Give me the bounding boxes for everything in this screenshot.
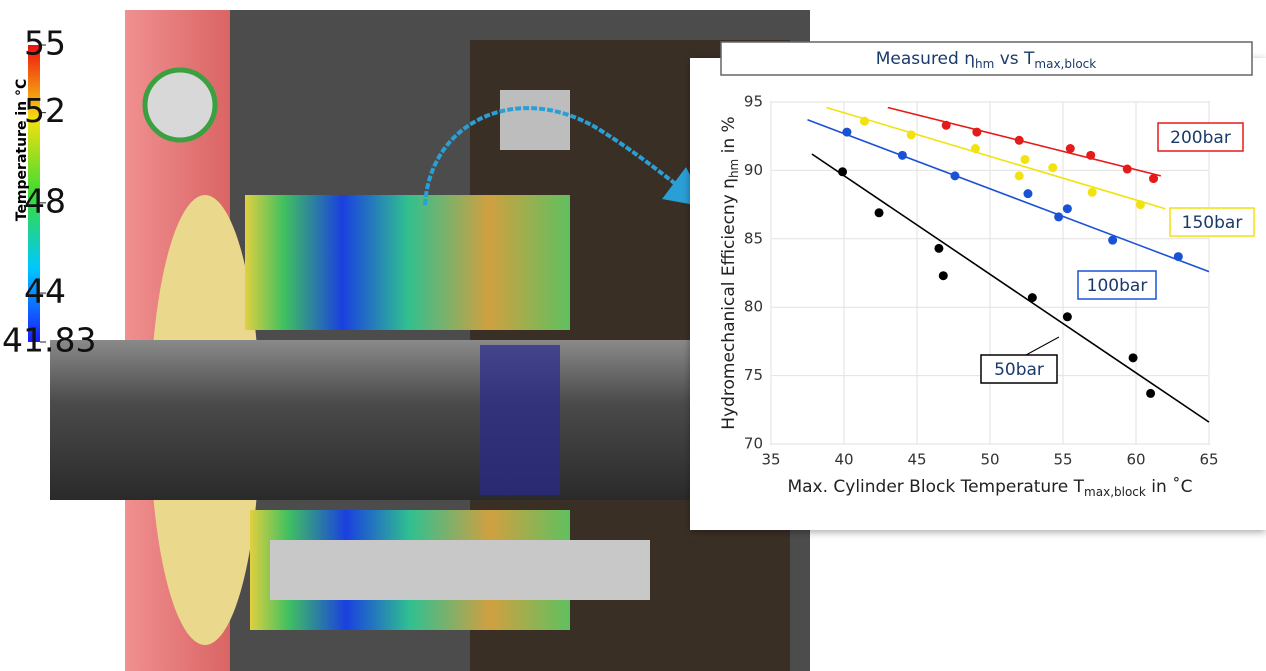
y-tick-label: 75 xyxy=(744,366,763,384)
point xyxy=(1146,389,1155,398)
y-tick-label: 80 xyxy=(744,298,763,316)
point xyxy=(971,144,980,153)
point xyxy=(1108,236,1117,245)
point xyxy=(1048,163,1057,172)
piston xyxy=(270,540,650,600)
point xyxy=(875,208,884,217)
colorbar-tick-label: 48 xyxy=(24,181,66,220)
cylinder-block xyxy=(245,195,570,330)
point xyxy=(898,151,907,160)
y-tick-label: 70 xyxy=(744,435,763,453)
x-tick-label: 45 xyxy=(907,451,926,469)
shaft-spline xyxy=(480,345,560,495)
point xyxy=(942,121,951,130)
point xyxy=(860,117,869,126)
y-tick-label: 90 xyxy=(744,161,763,179)
point xyxy=(939,271,948,280)
point xyxy=(934,244,943,253)
point xyxy=(1015,136,1024,145)
colorbar-tick-label: 55 xyxy=(24,24,66,63)
x-tick-label: 55 xyxy=(1053,451,1072,469)
point xyxy=(1023,189,1032,198)
label-part: in ˚C xyxy=(1146,476,1193,497)
shaft xyxy=(50,340,700,500)
point xyxy=(1123,165,1132,174)
legend-label: 50bar xyxy=(994,360,1044,380)
title-part: vs T xyxy=(994,49,1035,69)
point xyxy=(1063,312,1072,321)
legend-label: 100bar xyxy=(1087,276,1148,296)
title-part: Measured η xyxy=(876,49,975,69)
point xyxy=(1136,200,1145,209)
point xyxy=(950,171,959,180)
label-part: Max. Cylinder Block Temperature T xyxy=(787,477,1084,497)
point xyxy=(1174,252,1183,261)
point xyxy=(1028,293,1037,302)
colorbar-tick-label: 52 xyxy=(24,91,66,130)
legend-label: 200bar xyxy=(1170,128,1231,148)
colorbar-tick-label: 41.83 xyxy=(2,321,96,360)
colorbar-tick-label: 44 xyxy=(24,272,66,311)
y-tick-label: 95 xyxy=(744,93,763,111)
point xyxy=(1086,151,1095,160)
point xyxy=(1066,144,1075,153)
point xyxy=(838,167,847,176)
point xyxy=(1015,171,1024,180)
point xyxy=(1021,155,1030,164)
label-sub: hm xyxy=(727,159,741,178)
bracket xyxy=(500,90,570,150)
point xyxy=(842,128,851,137)
point xyxy=(907,130,916,139)
point xyxy=(1088,188,1097,197)
page: {"chart_data": {"type": "scatter", "titl… xyxy=(0,0,1266,671)
x-tick-label: 40 xyxy=(834,451,853,469)
x-tick-label: 60 xyxy=(1126,451,1145,469)
point xyxy=(1149,174,1158,183)
label-sub: max,block xyxy=(1084,485,1146,499)
x-tick-label: 50 xyxy=(980,451,999,469)
point xyxy=(1129,353,1138,362)
point xyxy=(972,128,981,137)
title-sub: max,block xyxy=(1034,57,1096,71)
label-part: in % xyxy=(719,116,739,158)
gauge xyxy=(145,70,215,140)
point xyxy=(1063,204,1072,213)
x-tick-label: 35 xyxy=(761,451,780,469)
legend-label: 150bar xyxy=(1182,213,1243,233)
title-sub: hm xyxy=(975,57,994,71)
y-tick-label: 85 xyxy=(744,229,763,247)
label-part: Hydromechanical Efficiecny η xyxy=(719,178,739,430)
point xyxy=(1054,212,1063,221)
x-tick-label: 65 xyxy=(1199,451,1218,469)
scene: Temperature in °C 41.8344485255 Measured… xyxy=(0,0,1266,671)
